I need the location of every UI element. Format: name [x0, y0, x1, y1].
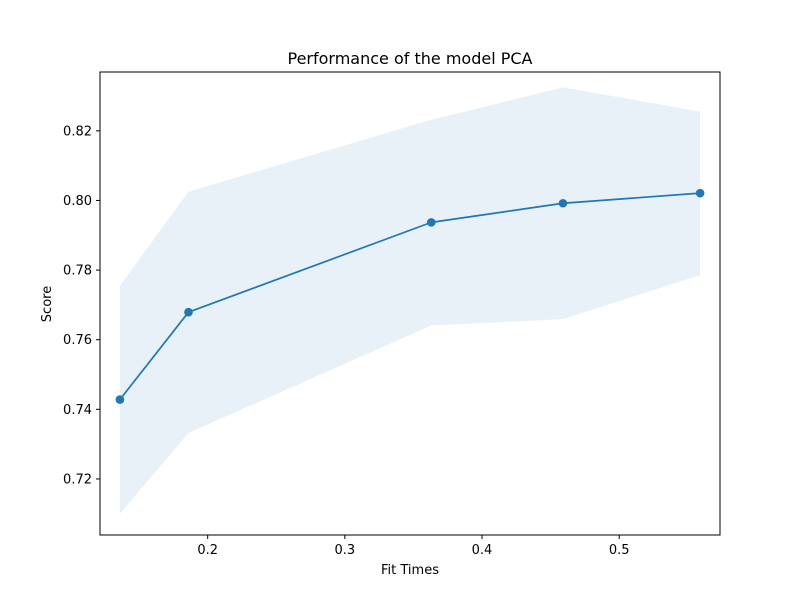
- data-point: [426, 218, 436, 227]
- plot-frame: [99, 71, 721, 536]
- y-tick-label: 0.72: [63, 472, 92, 487]
- y-tick-label: 0.80: [63, 194, 92, 209]
- x-tick-label: 0.3: [335, 543, 356, 558]
- data-point: [115, 395, 125, 404]
- y-axis-ticks: 0.72 0.74 0.76 0.78 0.80 0.82: [63, 124, 100, 487]
- data-point-layer: [115, 188, 705, 404]
- confidence-band-layer: [119, 87, 701, 514]
- data-point: [695, 188, 705, 198]
- y-tick-label: 0.76: [63, 333, 92, 348]
- data-point: [558, 198, 568, 208]
- plot-area: [100, 72, 720, 535]
- y-tick-label: 0.74: [63, 403, 92, 418]
- confidence-band: [119, 87, 701, 514]
- x-tick-label: 0.2: [197, 543, 218, 558]
- x-axis-label: Fit Times: [381, 563, 439, 578]
- x-tick-label: 0.5: [609, 543, 630, 558]
- y-tick-label: 0.82: [63, 124, 92, 139]
- y-tick-label: 0.78: [63, 264, 92, 279]
- y-axis-label: Score: [40, 286, 55, 322]
- x-tick-label: 0.4: [472, 543, 493, 558]
- x-axis-ticks: 0.2 0.3 0.4 0.5: [197, 535, 630, 558]
- data-point: [184, 307, 193, 317]
- chart-title: Performance of the model PCA: [288, 49, 533, 68]
